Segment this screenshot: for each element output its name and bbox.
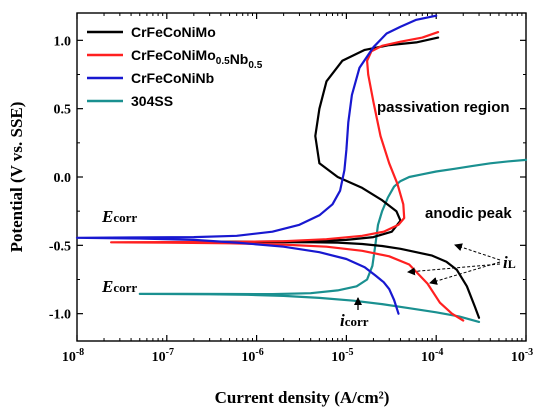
annotation-il: iL (503, 253, 516, 272)
legend: CrFeCoNiMoCrFeCoNiMo0.5Nb0.5CrFeCoNiNb30… (87, 24, 263, 109)
x-tick-label-base: 10 (331, 350, 345, 365)
x-tick-label-exp: -3 (525, 347, 533, 358)
x-tick-label-exp: -7 (166, 347, 174, 358)
legend-label-part: CrFeCoNiNb (131, 70, 214, 86)
y-tick-label: 0.0 (54, 171, 72, 186)
legend-label-subscript: 0.5 (216, 56, 230, 67)
ecorr-upper-main: E (101, 207, 113, 226)
series-layer (75, 14, 528, 323)
x-tick-label: 10-5 (331, 347, 353, 365)
legend-label-part: CrFeCoNiMo (131, 24, 216, 40)
icorr-sub: corr (345, 314, 369, 329)
x-tick-label-exp: -5 (345, 347, 353, 358)
x-tick-label-base: 10 (152, 350, 166, 365)
x-axis-ticks: 10-8 10-7 10-6 10-5 10-4 10-3 (62, 13, 533, 365)
y-tick-label: 0.5 (54, 103, 72, 118)
ecorr-lower-sub: corr (113, 280, 137, 295)
legend-label: CrFeCoNiMo0.5Nb0.5 (131, 47, 263, 71)
ecorr-upper-sub: corr (113, 210, 137, 225)
x-tick-label: 10-7 (152, 347, 174, 365)
legend-label-part: Nb (230, 51, 249, 67)
annotation-anodic-peak: anodic peak (425, 205, 512, 222)
annotation-passivation-region: passivation region (377, 99, 510, 116)
legend-label-subscript: 0.5 (248, 60, 262, 71)
series-line-crfeconimo0-5nb0-5 (109, 30, 465, 322)
series-line-crfeconinb (75, 14, 438, 315)
il-main: i (503, 253, 508, 272)
legend-label: CrFeCoNiMo (131, 24, 216, 40)
y-tick-label: -0.5 (49, 239, 71, 254)
ecorr-lower-main: E (101, 277, 113, 296)
annotation-icorr: icorr (340, 311, 369, 330)
x-tick-label-base: 10 (511, 350, 525, 365)
icorr-main: i (340, 311, 345, 330)
series-line-crfeconimo (214, 36, 481, 319)
il-arrow-1 (454, 243, 501, 261)
x-tick-label: 10-3 (511, 347, 533, 365)
legend-label-part: 304SS (131, 93, 173, 109)
x-tick-label: 10-6 (241, 347, 263, 365)
legend-label-part: CrFeCoNiMo (131, 47, 216, 63)
x-tick-label-exp: -6 (255, 347, 263, 358)
x-tick-label-base: 10 (62, 350, 76, 365)
annotation-ecorr-upper: Ecorr (101, 207, 137, 226)
y-axis-title: Potential (V vs. SSE) (7, 102, 26, 253)
x-tick-label: 10-4 (421, 347, 443, 365)
y-tick-label: -1.0 (49, 308, 71, 323)
x-tick-label-base: 10 (421, 350, 435, 365)
il-arrow-3 (407, 263, 501, 276)
series-line-304ss (138, 158, 528, 323)
y-axis-ticks: -1.0 -0.5 0.0 0.5 1.0 (49, 34, 526, 323)
x-tick-label-exp: -8 (76, 347, 84, 358)
y-tick-label: 1.0 (54, 34, 72, 49)
annotation-ecorr-lower: Ecorr (101, 277, 137, 296)
il-sub: L (508, 257, 516, 271)
legend-label: 304SS (131, 93, 173, 109)
x-tick-label: 10-8 (62, 347, 84, 365)
legend-label: CrFeCoNiNb (131, 70, 214, 86)
x-axis-title: Current density (A/cm²) (215, 388, 390, 407)
x-axis-title-text: Current density (A/cm²) (215, 388, 390, 407)
x-tick-label-exp: -4 (435, 347, 443, 358)
x-tick-label-base: 10 (241, 350, 255, 365)
